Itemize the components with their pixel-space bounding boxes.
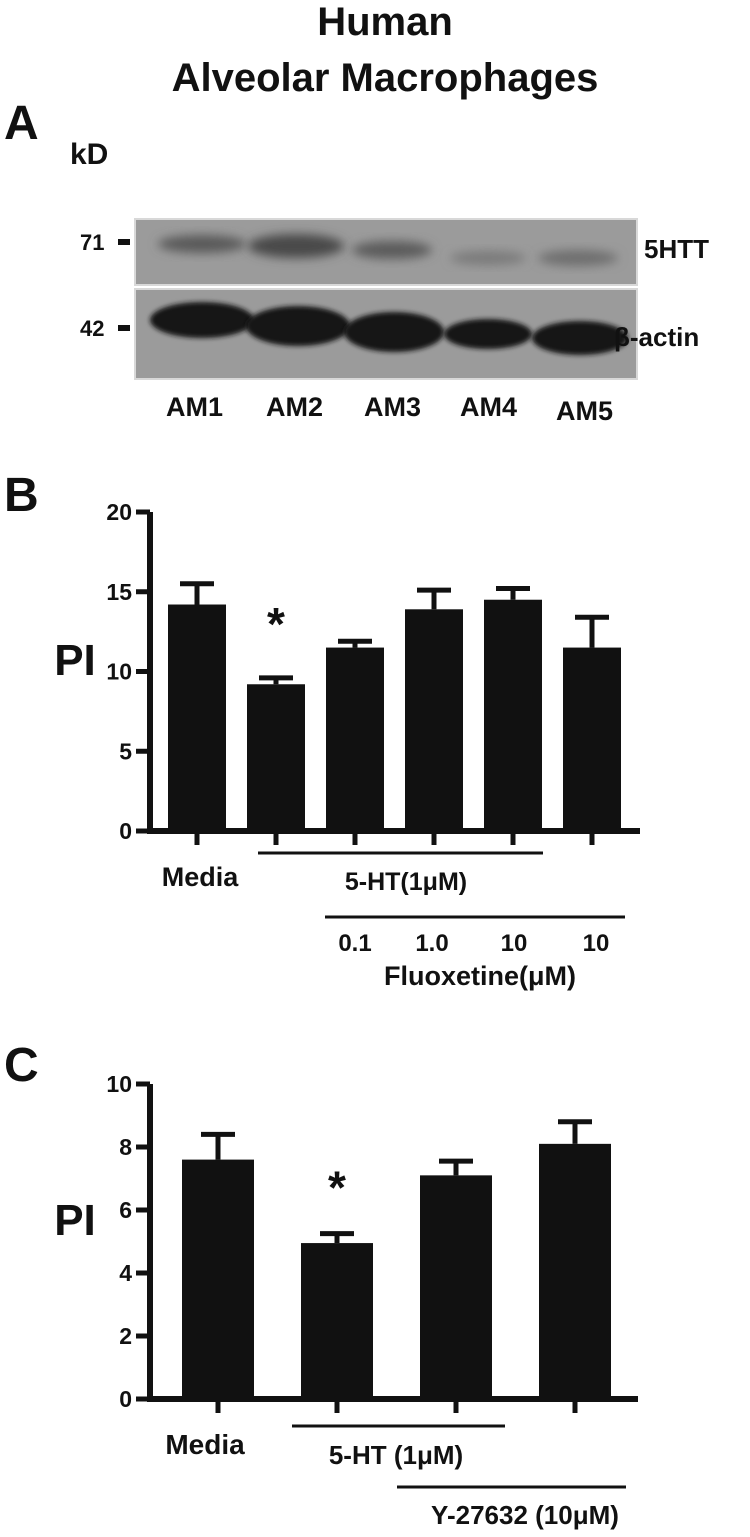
y-tick-label: 5 <box>119 738 132 764</box>
blot-5htt <box>134 218 638 286</box>
dose-label: 10 <box>501 930 528 957</box>
band-actin-am2 <box>246 306 350 346</box>
bar <box>405 609 463 831</box>
x-label-fluoxetine: Fluoxetine(μM) <box>384 961 576 991</box>
chart-c: 0 2 4 6 8 10 PI * Media 5-HT (1μM) Y-27632 (10μM) <box>54 1071 638 1530</box>
y-tick-label: 2 <box>119 1323 132 1349</box>
y-tick-label: 10 <box>106 1071 132 1097</box>
y-tick-label: 0 <box>119 1386 132 1412</box>
lane-label-am1: AM1 <box>166 392 224 422</box>
marker-42-label: 42 <box>80 316 105 341</box>
figure-title-line1: Human <box>317 0 453 44</box>
dose-label: 0.1 <box>338 930 371 957</box>
blot-beta-actin-bands <box>150 302 628 355</box>
y-tick-label: 15 <box>106 579 132 605</box>
bar <box>563 647 621 831</box>
blot-beta-actin <box>134 288 638 380</box>
bar <box>484 599 542 831</box>
lane-label-am3: AM3 <box>364 392 422 422</box>
x-label-media: Media <box>165 1429 245 1460</box>
kd-unit-label: kD <box>70 138 109 171</box>
x-label-media: Media <box>162 862 240 892</box>
lane-label-am5: AM5 <box>556 396 614 426</box>
band-5htt-am4 <box>450 251 526 265</box>
chart-b: 0 5 10 15 20 PI * Media 5-HT(1μM) 0.1 1.0 10 10 Fluox… <box>54 499 640 991</box>
band-actin-am5 <box>532 321 628 355</box>
figure-title-line2: Alveolar Macrophages <box>171 56 599 100</box>
dose-label: 10 <box>583 930 610 957</box>
band-label-beta-actin: β-actin <box>614 322 700 352</box>
marker-42-tick <box>118 325 130 331</box>
significance-asterisk: * <box>267 598 285 650</box>
bar <box>301 1243 373 1399</box>
bar <box>326 647 384 831</box>
band-5htt-am3 <box>352 241 432 259</box>
bar <box>182 1159 254 1399</box>
lane-label-am2: AM2 <box>266 392 324 422</box>
band-actin-am4 <box>444 319 532 349</box>
y-axis-label: PI <box>54 1196 96 1245</box>
band-5htt-am2 <box>248 234 344 258</box>
panel-a-letter: A <box>4 97 39 150</box>
band-actin-am1 <box>150 302 254 338</box>
blot-5htt-bands <box>158 234 618 266</box>
panel-c-letter: C <box>4 1039 39 1092</box>
y-tick-label: 0 <box>119 818 132 844</box>
x-label-5ht: 5-HT (1μM) <box>329 1440 463 1470</box>
band-actin-am3 <box>344 312 444 352</box>
bar <box>247 684 305 831</box>
band-5htt-am1 <box>158 235 246 253</box>
dose-label: 1.0 <box>415 930 448 957</box>
x-label-5ht: 5-HT(1μM) <box>345 868 467 896</box>
lane-label-am4: AM4 <box>460 392 518 422</box>
bar <box>420 1175 492 1399</box>
band-label-5htt: 5HTT <box>644 234 709 264</box>
panel-b-letter: B <box>4 469 39 522</box>
marker-71-tick <box>118 239 130 245</box>
bar <box>539 1143 611 1399</box>
y-axis-label: PI <box>54 636 96 685</box>
y-tick-label: 6 <box>119 1197 132 1223</box>
y-tick-label: 4 <box>119 1260 132 1286</box>
bar <box>168 604 226 831</box>
y-tick-label: 8 <box>119 1134 132 1160</box>
y-tick-label: 20 <box>106 499 132 525</box>
marker-71-label: 71 <box>80 230 105 255</box>
y-tick-label: 10 <box>106 659 132 685</box>
x-label-y27632: Y-27632 (10μM) <box>431 1500 619 1530</box>
band-5htt-am5 <box>538 250 618 266</box>
significance-asterisk: * <box>328 1162 346 1214</box>
